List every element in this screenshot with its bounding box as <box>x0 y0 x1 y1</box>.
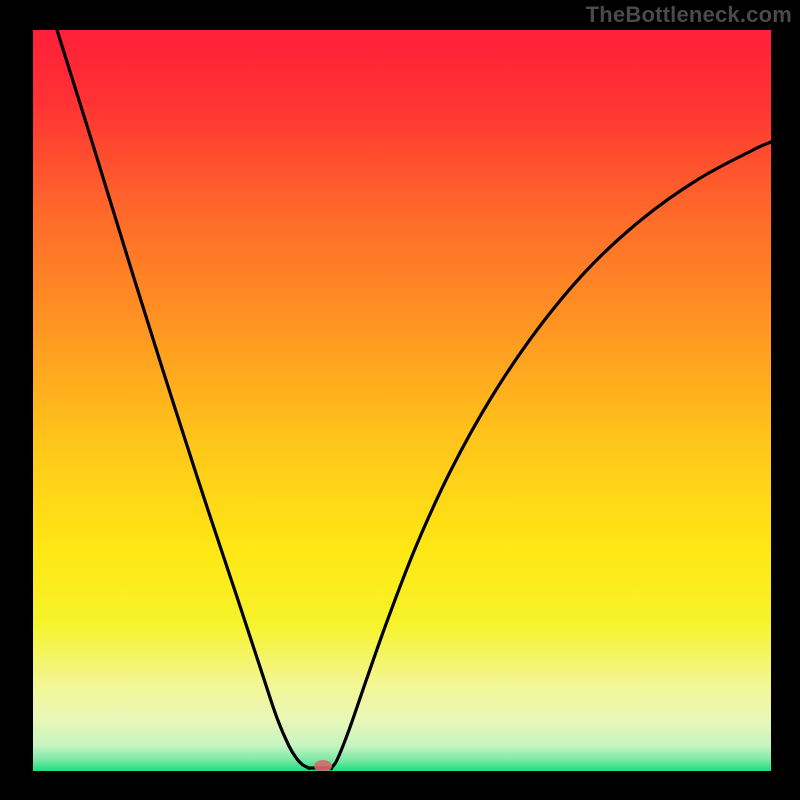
curve-path <box>57 30 771 769</box>
optimal-point-marker <box>314 760 332 771</box>
plot-area <box>33 30 771 771</box>
watermark-text: TheBottleneck.com <box>586 2 792 28</box>
bottleneck-curve <box>33 30 771 771</box>
